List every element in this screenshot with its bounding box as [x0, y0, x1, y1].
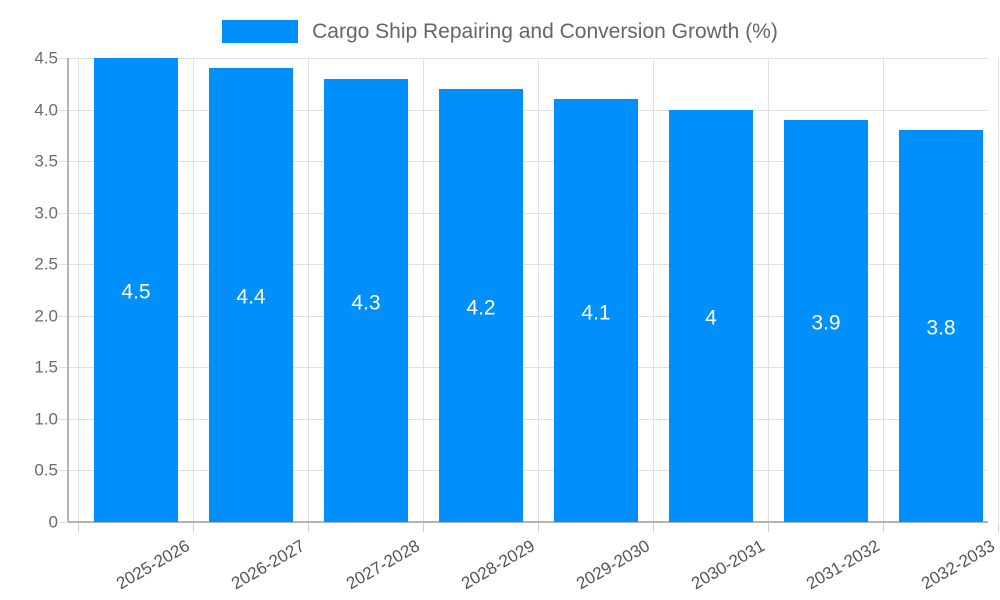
bar[interactable]	[554, 99, 638, 522]
chart-legend: Cargo Ship Repairing and Conversion Grow…	[0, 12, 1000, 50]
y-axis-tick-mark	[58, 109, 67, 111]
y-axis-tick-label: 4.5	[34, 48, 58, 68]
x-axis-tick-label: 2028-2029	[458, 536, 538, 594]
y-axis-tick-mark	[58, 161, 67, 163]
bar-group[interactable]: 4.1	[554, 58, 638, 522]
y-axis-tick-label: 1.0	[34, 409, 58, 429]
bar-group[interactable]: 3.9	[784, 58, 868, 522]
y-axis-tick-mark	[58, 58, 67, 59]
x-axis-tick-label: 2025-2026	[113, 536, 193, 594]
x-axis-tick-label: 2031-2032	[803, 536, 883, 594]
y-axis-tick-label: 2.5	[34, 254, 58, 274]
x-axis-tick-mark	[653, 523, 654, 532]
x-axis-tick-mark	[193, 523, 194, 532]
x-axis-tick-label: 2026-2027	[228, 536, 308, 594]
bar[interactable]	[899, 130, 983, 522]
y-axis-labels: 0 0.5 1.0 1.5 2.0 2.5 3.0 3.5 4.0 4.5	[0, 0, 67, 600]
x-axis-tick-label: 2027-2028	[343, 536, 423, 594]
x-axis-tick-mark	[308, 523, 309, 532]
x-axis-tick-mark	[998, 523, 999, 532]
bar-group[interactable]: 3.8	[899, 58, 983, 522]
legend-color-swatch-icon	[222, 19, 299, 43]
x-axis-tick-label: 2030-2031	[688, 536, 768, 594]
x-axis-tick-mark	[423, 523, 424, 532]
y-axis-tick-mark	[58, 522, 67, 523]
bar[interactable]	[669, 109, 753, 522]
x-axis-tick-mark	[538, 523, 539, 532]
bar[interactable]	[784, 119, 868, 522]
bar-group[interactable]: 4.3	[324, 58, 408, 522]
x-axis-tick-label: 2029-2030	[573, 536, 653, 594]
y-axis-tick-label: 3.5	[34, 151, 58, 171]
x-axis-tick-mark	[768, 523, 769, 532]
bars-container: 4.5 4.4 4.3 4.2 4.1 4 3.9 3.8	[68, 58, 988, 522]
y-axis-tick-mark	[58, 418, 67, 420]
y-axis-tick-label: 0	[48, 512, 58, 532]
bar[interactable]	[94, 58, 178, 522]
x-axis-tick-label: 2032-2033	[918, 536, 998, 594]
y-axis-tick-label: 4.0	[34, 100, 58, 120]
y-axis-tick-mark	[58, 315, 67, 317]
bar[interactable]	[439, 88, 523, 522]
y-axis-tick-mark	[58, 367, 67, 369]
x-axis-ticks	[68, 523, 999, 533]
y-axis-tick-mark	[58, 470, 67, 472]
y-axis-tick-label: 0.5	[34, 460, 58, 480]
y-axis-line	[67, 58, 69, 522]
bar-group[interactable]: 4.2	[439, 58, 523, 522]
y-axis-tick-mark	[58, 212, 67, 214]
x-axis-labels: 2025-2026 2026-2027 2027-2028 2028-2029 2029…	[68, 523, 998, 600]
bar-group[interactable]: 4.4	[209, 58, 293, 522]
x-axis-line	[68, 521, 988, 523]
legend-item-cargo-ship-growth[interactable]: Cargo Ship Repairing and Conversion Grow…	[222, 19, 778, 43]
bar-group[interactable]: 4.5	[94, 58, 178, 522]
y-axis-tick-mark	[58, 264, 67, 266]
x-axis-tick-mark	[883, 523, 884, 532]
bar-group[interactable]: 4	[669, 58, 753, 522]
y-axis-tick-label: 2.0	[34, 306, 58, 326]
y-axis-tick-label: 1.5	[34, 357, 58, 377]
bar[interactable]	[209, 68, 293, 522]
x-axis-tick-mark	[78, 523, 79, 532]
y-axis-tick-label: 3.0	[34, 203, 58, 223]
bar[interactable]	[324, 78, 408, 522]
legend-label: Cargo Ship Repairing and Conversion Grow…	[312, 19, 778, 43]
gridline-vertical	[998, 58, 999, 522]
